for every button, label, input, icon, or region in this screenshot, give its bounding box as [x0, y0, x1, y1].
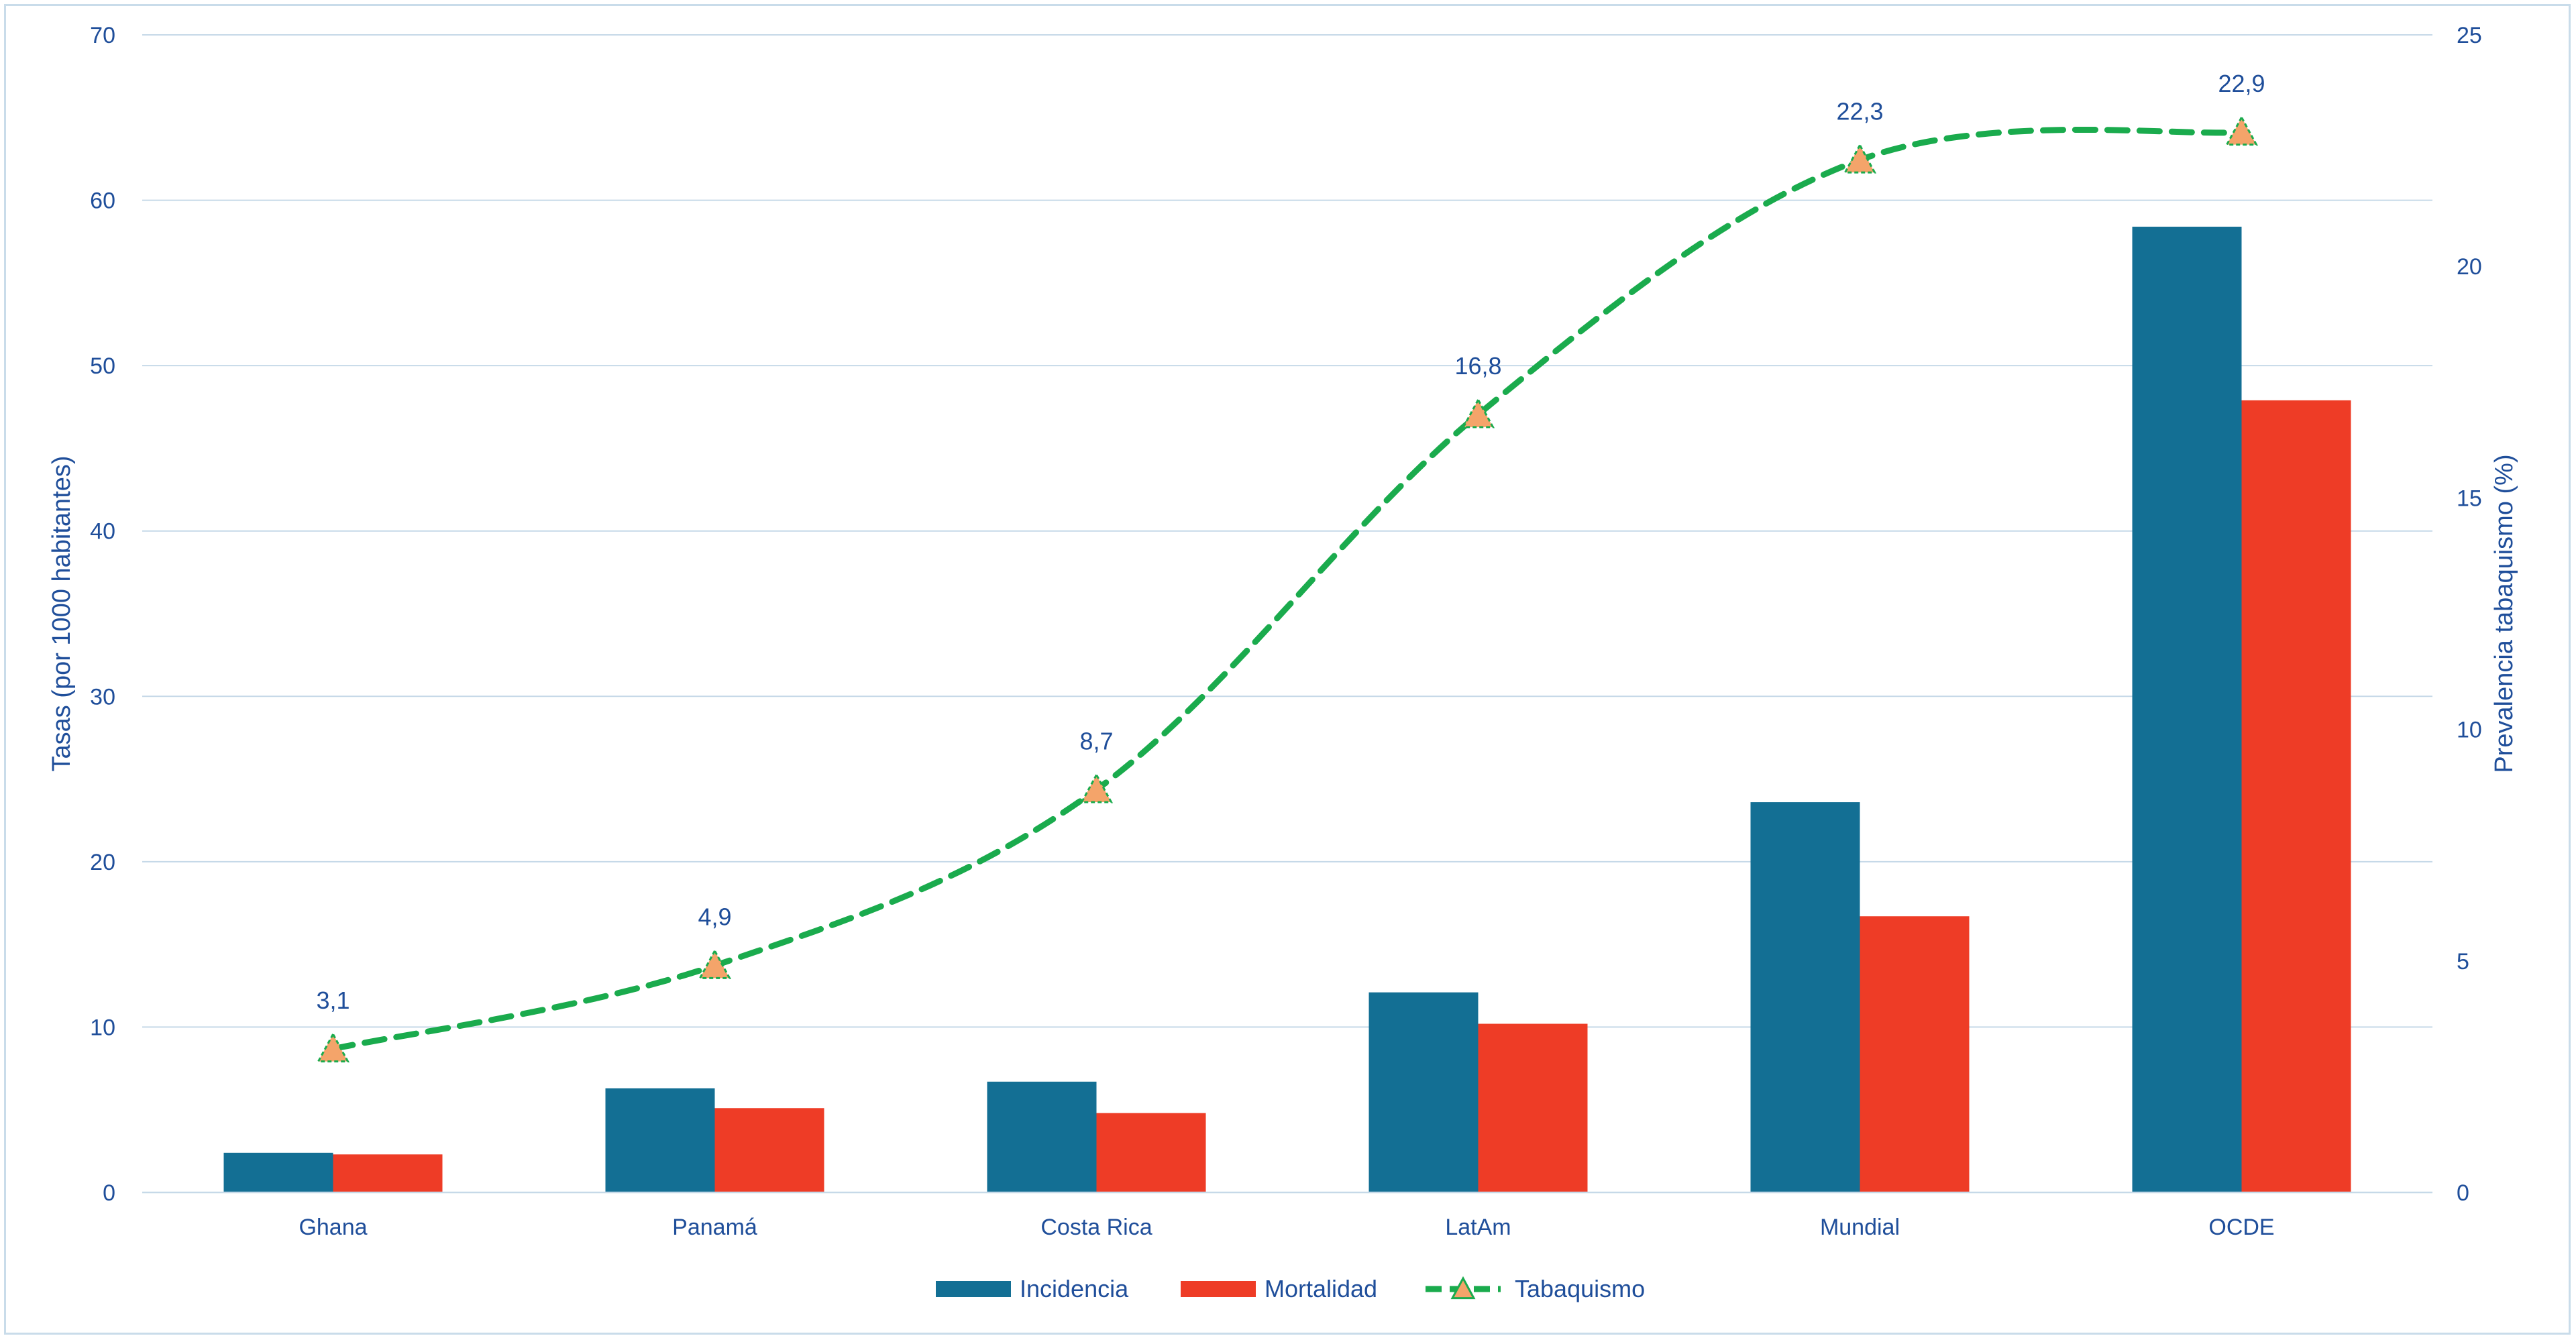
bar-mortalidad-3: [1478, 1023, 1588, 1192]
category-label: Costa Rica: [1040, 1215, 1152, 1240]
y2-axis-title: Prevalencia tabaquismo (%): [2490, 454, 2518, 773]
tabaquismo-data-label: 16,8: [1454, 352, 1501, 380]
tabaquismo-data-label: 8,7: [1079, 727, 1113, 755]
category-label: OCDE: [2208, 1215, 2274, 1240]
bar-incidencia-1: [605, 1088, 715, 1192]
y2-tick-label: 10: [2457, 718, 2482, 743]
tabaquismo-data-label: 3,1: [316, 987, 350, 1014]
y-tick-label: 0: [103, 1180, 115, 1206]
bar-incidencia-0: [223, 1152, 333, 1192]
tabaquismo-line: [316, 115, 2259, 1063]
y-tick-label: 10: [90, 1015, 115, 1040]
tabaquismo-marker-4: [1843, 143, 1877, 174]
y-axis-title: Tasas (por 1000 habitantes): [48, 455, 76, 771]
right-axis-ticks: 0 5 10 15 20 25: [2457, 23, 2482, 1206]
bar-incidencia-2: [987, 1081, 1097, 1192]
tabaquismo-data-label: 4,9: [698, 903, 731, 931]
tabaquismo-series-line: [330, 126, 2245, 1052]
tabaquismo-marker-1: [698, 948, 732, 979]
y-tick-label: 40: [90, 519, 115, 545]
legend-swatch-incidencia: [936, 1281, 1011, 1297]
y-tick-label: 30: [90, 684, 115, 710]
y2-tick-label: 20: [2457, 254, 2482, 280]
bar-incidencia-3: [1368, 992, 1479, 1192]
tabaquismo-marker-0: [316, 1031, 350, 1063]
y-tick-label: 20: [90, 850, 115, 875]
chart-frame: [4, 4, 2571, 1335]
legend-swatch-mortalidad: [1181, 1281, 1256, 1297]
category-label: Panamá: [672, 1215, 757, 1240]
category-labels: Ghana Panamá Costa Rica LatAm Mundial OCDE: [299, 1215, 2274, 1240]
legend-marker-icon: [1450, 1276, 1476, 1300]
bar-incidencia-4: [1750, 802, 1860, 1192]
y-tick-label: 50: [90, 353, 115, 379]
legend-label: Tabaquismo: [1515, 1275, 1645, 1302]
legend-label: Mortalidad: [1265, 1275, 1377, 1302]
category-label: LatAm: [1445, 1215, 1511, 1240]
bar-mortalidad-1: [714, 1108, 824, 1192]
bar-mortalidad-0: [333, 1154, 443, 1192]
left-axis-ticks: 0 10 20 30 40 50 60 70: [90, 23, 115, 1206]
y2-tick-label: 5: [2457, 949, 2469, 974]
category-label: Mundial: [1820, 1215, 1900, 1240]
y2-tick-label: 25: [2457, 23, 2482, 48]
tabaquismo-marker-5: [2224, 115, 2259, 146]
tabaquismo-marker-3: [1461, 397, 1495, 429]
gridlines: [142, 34, 2432, 1028]
legend: Incidencia Mortalidad Tabaquismo: [936, 1275, 1645, 1302]
bar-mortalidad-4: [1860, 916, 1970, 1192]
y2-tick-label: 0: [2457, 1180, 2469, 1206]
bar-mortalidad-5: [2241, 400, 2351, 1192]
tabaquismo-data-label: 22,9: [2218, 70, 2265, 97]
bars: [223, 227, 2351, 1193]
legend-label: Incidencia: [1020, 1275, 1129, 1302]
y-tick-label: 70: [90, 23, 115, 48]
tabaquismo-marker-2: [1079, 773, 1114, 803]
bar-mortalidad-2: [1096, 1113, 1206, 1192]
y-tick-label: 60: [90, 188, 115, 214]
category-label: Ghana: [299, 1215, 367, 1240]
tabaquismo-data-label: 22,3: [1836, 97, 1883, 125]
bar-incidencia-5: [2132, 227, 2242, 1193]
y2-tick-label: 15: [2457, 486, 2482, 511]
data-labels: 3,1 4,9 8,7 16,8 22,3 22,9: [316, 70, 2265, 1014]
